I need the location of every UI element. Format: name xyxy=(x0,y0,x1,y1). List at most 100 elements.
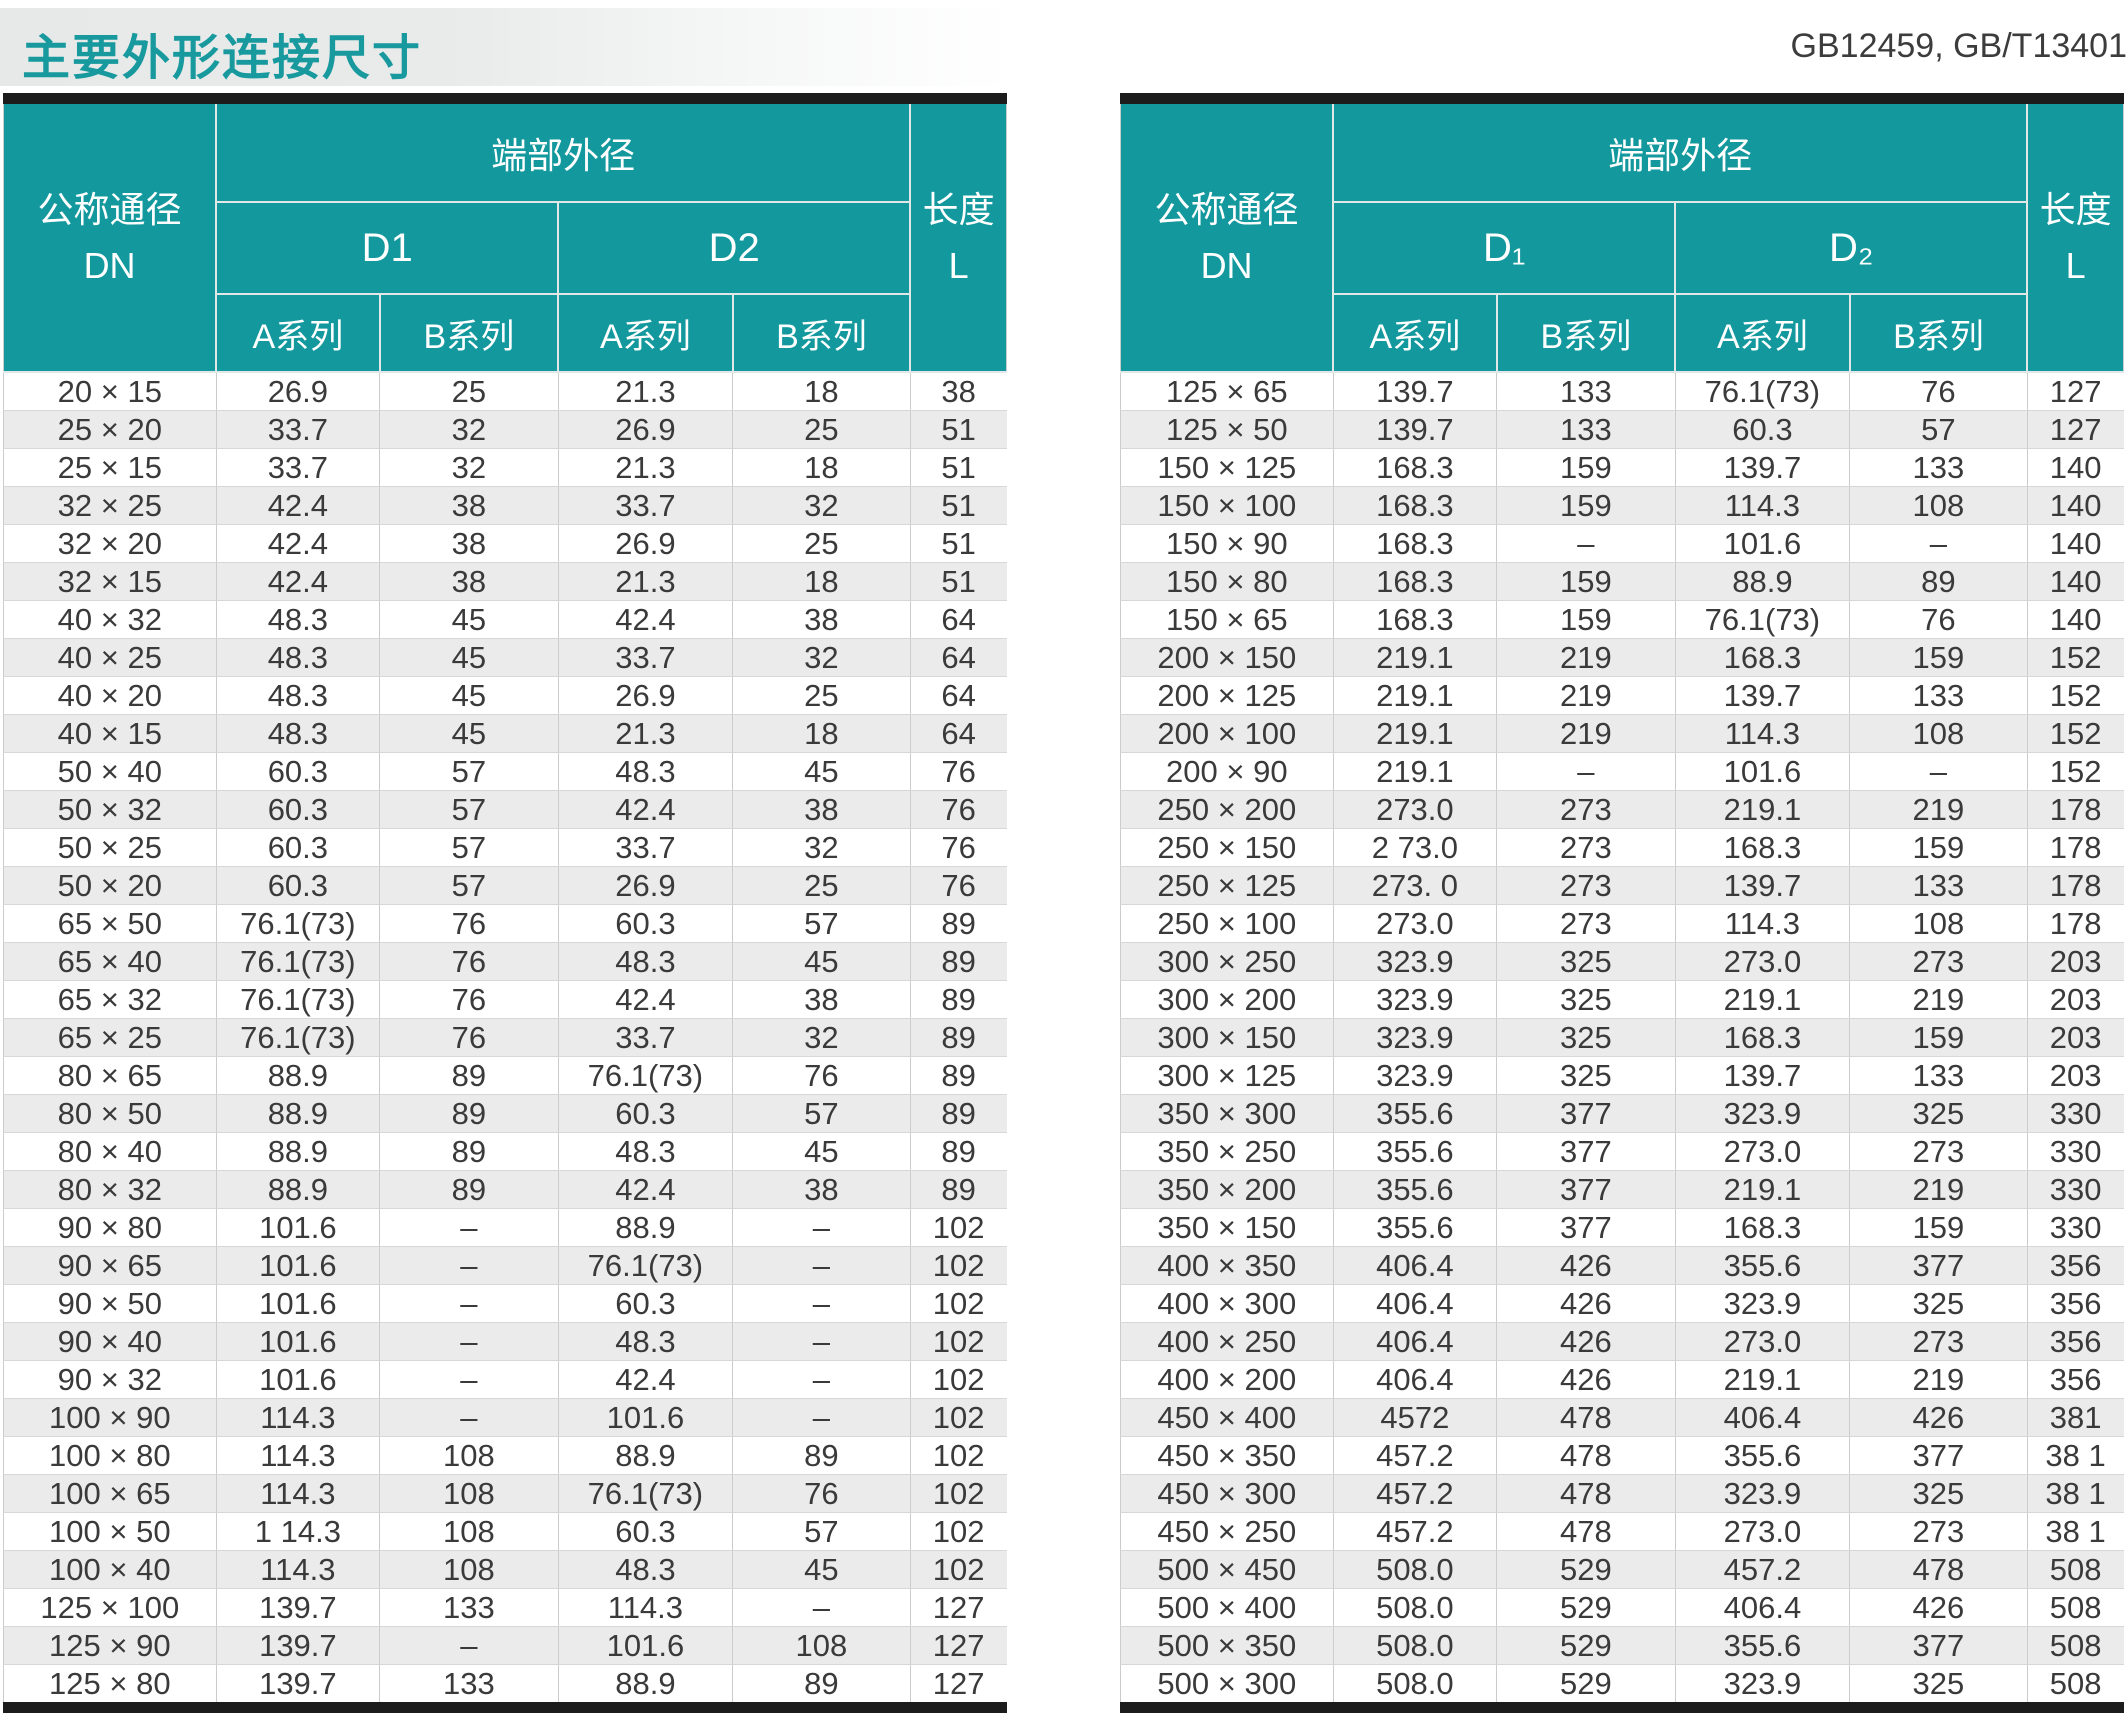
value-cell: 101.6 xyxy=(1675,524,1851,563)
value-cell: 529 xyxy=(1496,1664,1676,1708)
value-cell: 203 xyxy=(2027,980,2124,1019)
value-cell: 377 xyxy=(1496,1094,1676,1133)
value-cell: 178 xyxy=(2027,790,2124,829)
value-cell: 108 xyxy=(1849,486,2028,525)
dn-cell: 25 × 20 xyxy=(3,410,217,449)
value-cell: 219 xyxy=(1496,714,1676,753)
value-cell: 101.6 xyxy=(1675,752,1851,791)
value-cell: 18 xyxy=(732,372,911,411)
header-length: 长度 L xyxy=(909,97,1008,373)
value-cell: 26.9 xyxy=(558,866,734,905)
value-cell: 89 xyxy=(379,1056,559,1095)
header-d2: D₂ xyxy=(1674,201,2029,295)
table-body: 125 × 65 139.7 133 76.1(73) 76 127 125 × 50 139… xyxy=(1120,372,2124,1708)
value-cell: 32 xyxy=(732,486,911,525)
value-cell: 45 xyxy=(379,676,559,715)
value-cell: 76 xyxy=(1849,600,2028,639)
dn-cell: 200 × 100 xyxy=(1120,714,1334,753)
value-cell: 89 xyxy=(910,904,1007,943)
table-row: 125 × 80 139.7 133 88.9 89 127 xyxy=(3,1664,1007,1708)
title-band: 主要外形连接尺寸 xyxy=(0,8,1010,86)
value-cell: 38 xyxy=(732,1170,911,1209)
dn-cell: 200 × 90 xyxy=(1120,752,1334,791)
value-cell: 89 xyxy=(732,1664,911,1708)
value-cell: 57 xyxy=(1849,410,2028,449)
value-cell: 219.1 xyxy=(1333,714,1498,753)
value-cell: 139.7 xyxy=(1333,372,1498,411)
value-cell: 457.2 xyxy=(1333,1512,1498,1551)
value-cell: 25 xyxy=(732,866,911,905)
table-row: 90 × 32 101.6–42.4–102 xyxy=(3,1360,1007,1399)
value-cell: 108 xyxy=(1849,714,2028,753)
table-row: 80 × 50 88.9 89 60.3 57 89 xyxy=(3,1094,1007,1133)
value-cell: 88.9 xyxy=(216,1132,381,1171)
value-cell: 508.0 xyxy=(1333,1588,1498,1627)
value-cell: 64 xyxy=(910,714,1007,753)
value-cell: 152 xyxy=(2027,676,2124,715)
value-cell: 76.1(73) xyxy=(216,942,381,981)
value-cell: 168.3 xyxy=(1333,600,1498,639)
table-row: 500 × 300 508.0 529 323.9 325 508 xyxy=(1120,1664,2124,1708)
value-cell: 508 xyxy=(2027,1550,2124,1589)
table-row: 90 × 50 101.6–60.3–102 xyxy=(3,1284,1007,1323)
value-cell: 89 xyxy=(379,1094,559,1133)
dn-cell: 80 × 50 xyxy=(3,1094,217,1133)
value-cell: 45 xyxy=(732,752,911,791)
value-cell: 139.7 xyxy=(1675,448,1851,487)
value-cell: 32 xyxy=(732,1018,911,1057)
value-cell: 325 xyxy=(1496,942,1676,981)
value-cell: – xyxy=(379,1360,559,1399)
dn-cell: 50 × 25 xyxy=(3,828,217,867)
value-cell: 38 xyxy=(910,372,1007,411)
value-cell: 102 xyxy=(910,1512,1007,1551)
value-cell: 273 xyxy=(1496,866,1676,905)
value-cell: 133 xyxy=(1849,1056,2028,1095)
value-cell: 88.9 xyxy=(558,1664,734,1708)
value-cell: 159 xyxy=(1496,600,1676,639)
dn-cell: 300 × 125 xyxy=(1120,1056,1334,1095)
value-cell: 127 xyxy=(910,1664,1007,1708)
value-cell: 325 xyxy=(1849,1664,2028,1708)
value-cell: 60.3 xyxy=(558,1094,734,1133)
header-nominal-diameter: 公称通径 DN xyxy=(1120,97,1335,373)
value-cell: 48.3 xyxy=(558,1132,734,1171)
value-cell: 89 xyxy=(910,1132,1007,1171)
value-cell: 114.3 xyxy=(558,1588,734,1627)
value-cell: 25 xyxy=(732,676,911,715)
value-cell: 133 xyxy=(1849,866,2028,905)
value-cell: 101.6 xyxy=(216,1208,381,1247)
table-row: 100 × 90 114.3–101.6–102 xyxy=(3,1398,1007,1437)
dn-cell: 80 × 32 xyxy=(3,1170,217,1209)
value-cell: 127 xyxy=(2027,372,2124,411)
table-row: 65 × 25 76.1(73) 76 33.7 32 89 xyxy=(3,1018,1007,1057)
table-row: 200 × 150 219.1 219 168.3 159 152 xyxy=(1120,638,2124,677)
value-cell: 42.4 xyxy=(558,600,734,639)
value-cell: 203 xyxy=(2027,1018,2124,1057)
header-d2: D2 xyxy=(557,201,912,295)
dn-cell: 300 × 250 xyxy=(1120,942,1334,981)
table-row: 100 × 40 114.3 108 48.3 45 102 xyxy=(3,1550,1007,1589)
table-row: 450 × 350 457.2 478 355.6 377 38 1 xyxy=(1120,1436,2124,1475)
value-cell: 101.6 xyxy=(558,1398,734,1437)
value-cell: 108 xyxy=(379,1474,559,1513)
value-cell: 45 xyxy=(732,1550,911,1589)
value-cell: 426 xyxy=(1496,1284,1676,1323)
value-cell: 76 xyxy=(910,828,1007,867)
value-cell: 101.6 xyxy=(216,1246,381,1285)
value-cell: 32 xyxy=(732,638,911,677)
dn-cell: 150 × 80 xyxy=(1120,562,1334,601)
value-cell: 108 xyxy=(379,1512,559,1551)
value-cell: 377 xyxy=(1496,1170,1676,1209)
value-cell: 51 xyxy=(910,562,1007,601)
table-row: 250 × 200 273.0 273 219.1 219 178 xyxy=(1120,790,2124,829)
value-cell: 76 xyxy=(379,980,559,1019)
value-cell: 25 xyxy=(379,372,559,411)
dn-cell: 80 × 40 xyxy=(3,1132,217,1171)
value-cell: 377 xyxy=(1849,1436,2028,1475)
value-cell: 51 xyxy=(910,448,1007,487)
value-cell: 139.7 xyxy=(1333,410,1498,449)
value-cell: 76 xyxy=(910,790,1007,829)
dn-cell: 50 × 40 xyxy=(3,752,217,791)
value-cell: 4572 xyxy=(1333,1398,1498,1437)
table-row: 400 × 200 406.4 426 219.1 219 356 xyxy=(1120,1360,2124,1399)
